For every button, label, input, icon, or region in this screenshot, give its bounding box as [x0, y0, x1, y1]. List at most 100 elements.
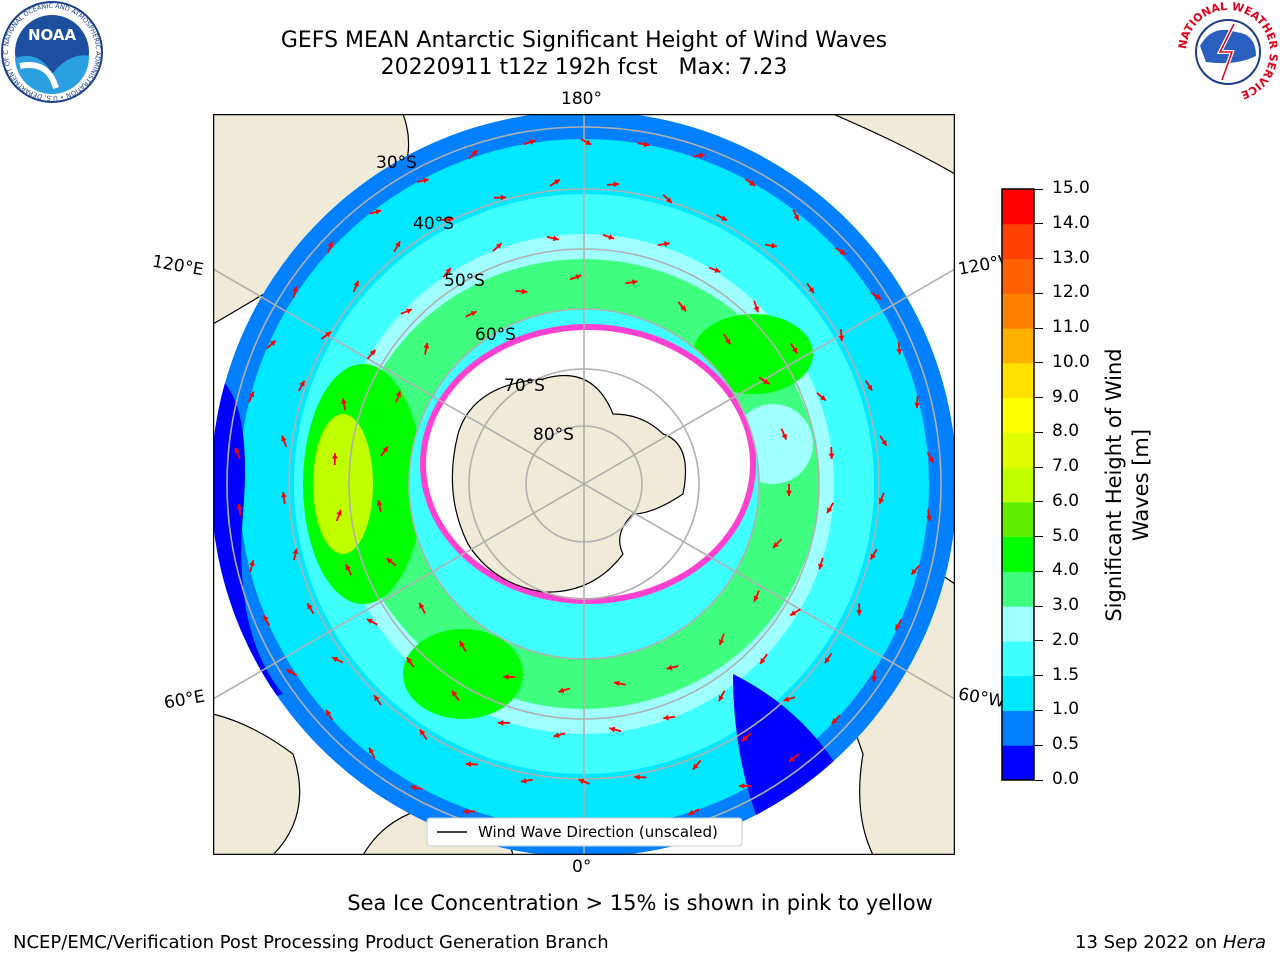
wind-wave-arrowhead [714, 267, 721, 273]
footer-date: 13 Sep 2022 on Hera [1075, 932, 1266, 953]
colorbar-tick-label: 15.0 [1052, 178, 1090, 198]
wind-wave-arrowhead [741, 735, 748, 742]
wind-wave-arrowhead [718, 639, 725, 646]
lon-label-120w: 120°W [956, 252, 1004, 280]
wind-wave-arrowhead [406, 308, 413, 314]
wind-wave-arrowhead [926, 515, 932, 522]
noaa-logo: NATIONAL OCEANIC AND ATMOSPHERIC ADMINIS… [0, 0, 103, 103]
wind-wave-arrowhead [286, 669, 293, 675]
colorbar-tick-label: 11.0 [1052, 317, 1090, 338]
wind-wave-arrowhead [820, 394, 826, 401]
wind-wave-arrowhead [299, 380, 305, 387]
colorbar-tick-label: 4.0 [1052, 560, 1080, 581]
wind-wave-arrowhead [688, 809, 695, 815]
wind-wave-arrowhead [234, 447, 240, 454]
colorbar-tick-mark [1035, 292, 1043, 294]
wind-wave-arrowhead [786, 490, 792, 496]
colorbar-segment [1002, 258, 1034, 294]
wind-wave-arrowhead [793, 214, 799, 221]
sea-ice-note: Sea Ice Concentration > 15% is shown in … [347, 891, 933, 915]
wind-wave-arrowhead [553, 732, 560, 738]
wind-wave-arrowhead [643, 141, 650, 148]
wind-wave-arrowhead [585, 139, 592, 145]
wind-wave-arrowhead [521, 288, 528, 295]
colorbar-tick-label: 6.0 [1052, 490, 1080, 511]
colorbar-segment [1002, 675, 1034, 711]
wind-wave-arrowhead [783, 696, 790, 702]
wind-wave-arrowhead [664, 241, 670, 247]
antarctica-land [451, 375, 687, 593]
nws-logo: NATIONAL WEATHER SERVICE [1176, 0, 1280, 102]
colorbar-segment [1002, 223, 1034, 260]
wind-wave-arrowhead [818, 563, 824, 570]
chart-title: GEFS MEAN Antarctic Significant Height o… [280, 28, 888, 53]
wind-wave-arrowhead [325, 331, 332, 338]
colorbar-segment [1002, 640, 1034, 677]
wind-wave-arrowhead [928, 456, 934, 463]
wind-wave-arrowhead [395, 241, 401, 248]
wind-wave-arrowhead [529, 139, 536, 145]
wind-wave-arrowhead [739, 783, 745, 789]
wind-wave-arrowhead [838, 335, 845, 342]
colorbar-tick-mark [1035, 709, 1043, 711]
colorbar-tick-mark [1035, 779, 1043, 781]
footer-branch: NCEP/EMC/Verification Post Processing Pr… [13, 932, 609, 953]
colorbar-segment [1002, 606, 1034, 642]
colorbar-tick-label: 0.0 [1052, 769, 1080, 789]
colorbar-segment [1002, 293, 1034, 329]
wind-wave-arrowhead [773, 542, 779, 548]
wind-wave-arrowhead [828, 453, 835, 459]
colorbar-tick-mark [1035, 327, 1043, 329]
colorbar [1001, 188, 1035, 781]
wind-wave-arrowhead [419, 729, 426, 736]
wind-wave-arrowhead [463, 808, 469, 815]
noaa-logo-text: NOAA [28, 26, 77, 44]
colorbar-label-line2: Waves [m] [1129, 428, 1153, 542]
colorbar-tick-mark [1035, 466, 1043, 468]
lat-label-60s: 60°S [475, 325, 516, 345]
wind-wave-arrowhead [609, 726, 616, 733]
wind-wave-arrowhead [451, 690, 458, 697]
wind-wave-arrowhead [419, 602, 425, 609]
lat-label-50s: 50°S [444, 271, 485, 291]
lon-label-120e: 120°E [150, 251, 206, 281]
wind-wave-arrowhead [495, 243, 502, 249]
wind-wave-arrowhead [498, 720, 504, 726]
wind-wave-arrowhead [663, 714, 669, 721]
wind-wave-arrowhead [692, 763, 699, 770]
wind-wave-arrowhead [808, 287, 815, 294]
lon-label-bottom: 0° [572, 857, 592, 877]
colorbar-tick-label: 1.0 [1052, 699, 1080, 720]
wind-wave-arrowhead [459, 641, 465, 648]
colorbar-tick-label: 13.0 [1052, 247, 1090, 268]
wind-wave-arrowhead [465, 761, 472, 768]
wind-wave-arrowhead [374, 695, 380, 702]
wind-wave-arrowhead [503, 674, 509, 680]
wind-wave-arrowhead [870, 553, 876, 560]
footer-host: Hera [1222, 932, 1266, 953]
wind-wave-arrowhead [553, 179, 560, 185]
wind-wave-arrowhead [263, 615, 269, 622]
legend-label: Wind Wave Direction (unscaled) [478, 823, 718, 841]
map-frame: Wind Wave Direction (unscaled) [213, 114, 955, 855]
wind-wave-arrowhead [386, 558, 393, 564]
wind-wave-arrowhead [871, 676, 877, 682]
wind-wave-arrowhead [914, 402, 921, 409]
wind-wave-arrowhead [292, 548, 299, 555]
chart-subtitle: 20220911 t12z 192h fcst Max: 7.23 [380, 55, 788, 80]
colorbar-tick-label: 8.0 [1052, 421, 1080, 442]
wind-wave-arrowhead [827, 507, 833, 514]
colorbar-tick-mark [1035, 431, 1043, 433]
wind-wave-arrowhead [406, 657, 413, 664]
wind-wave-arrowhead [613, 181, 619, 188]
colorbar-tick-label: 10.0 [1052, 351, 1090, 372]
wind-wave-arrowhead [558, 687, 565, 694]
wind-wave-arrowhead [575, 274, 582, 280]
colorbar-tick-label: 2.0 [1052, 629, 1080, 650]
wind-wave-arrowhead [771, 242, 777, 249]
wind-wave-arrowhead [613, 680, 620, 687]
colorbar-tick-mark [1035, 223, 1043, 225]
wind-wave-arrowhead [248, 391, 255, 398]
lon-label-60w: 60°W [956, 684, 1004, 712]
wind-wave-arrowhead [395, 391, 402, 398]
